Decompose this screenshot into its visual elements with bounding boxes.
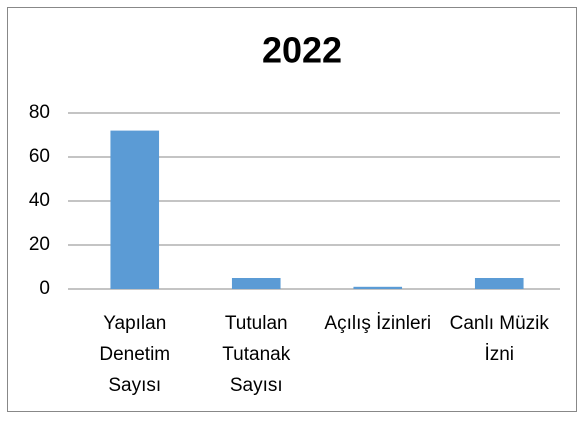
bar bbox=[110, 130, 160, 289]
y-tick-label: 80 bbox=[29, 102, 50, 123]
bar bbox=[353, 286, 403, 289]
x-tick-label: Açılış İzinleri bbox=[324, 313, 432, 334]
y-tick-label: 0 bbox=[39, 278, 50, 299]
chart-border bbox=[7, 7, 577, 412]
x-tick-label: Yapılan Denetim Sayısı bbox=[99, 313, 171, 396]
bar bbox=[474, 278, 524, 289]
x-tick-label: Canlı Müzik İzni bbox=[449, 313, 549, 365]
x-tick-label: Tutulan Tutanak Sayısı bbox=[222, 313, 291, 396]
chart-title: 2022 bbox=[262, 30, 342, 71]
y-tick-label: 20 bbox=[29, 234, 50, 255]
y-tick-label: 60 bbox=[29, 146, 50, 167]
y-tick-label: 40 bbox=[29, 190, 50, 211]
bar bbox=[231, 278, 281, 289]
